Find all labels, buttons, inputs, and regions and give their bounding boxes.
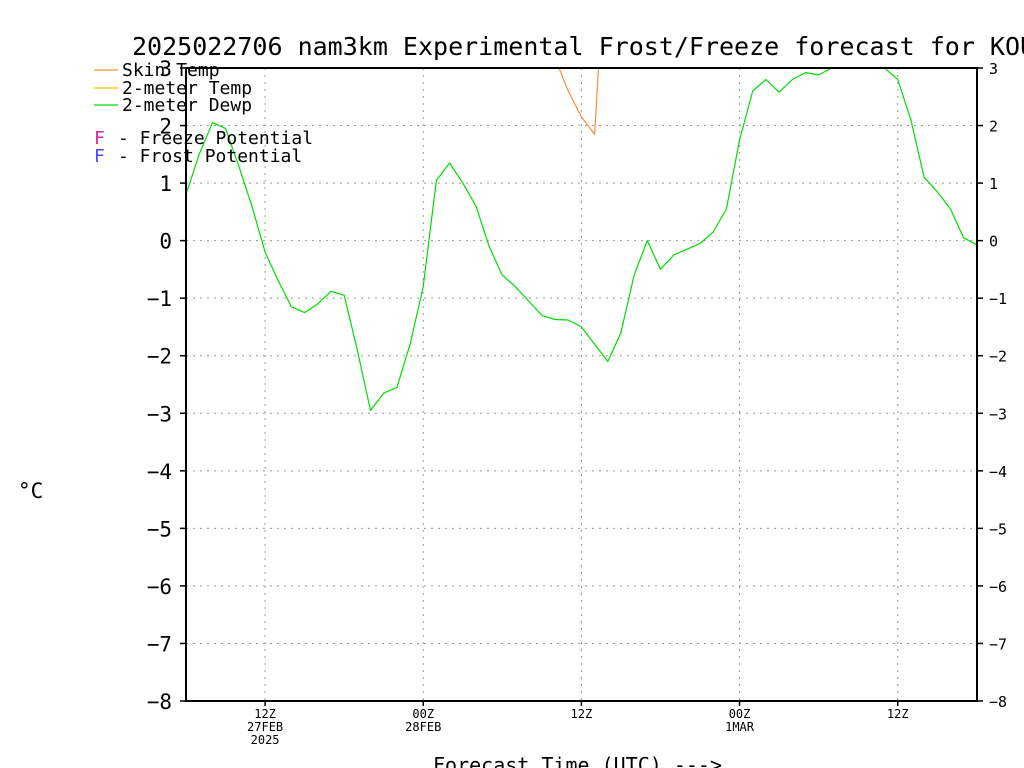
y-axis-unit-label: °C — [18, 479, 43, 503]
legend-frost-marker: F — [94, 146, 105, 167]
x-tick-label: 12Z — [571, 707, 593, 721]
series-lines — [186, 68, 977, 411]
y-tick-label-right: −8 — [989, 693, 1007, 711]
legend-label-skin-temp: Skin Temp — [122, 60, 220, 81]
y-tick-label-left: −7 — [147, 632, 172, 656]
y-tick-label-left: 0 — [159, 230, 172, 254]
x-tick-label: 28FEB — [405, 720, 441, 734]
y-tick-label-right: 1 — [989, 175, 998, 193]
x-tick-label: 12Z — [887, 707, 909, 721]
y-tick-label-left: −5 — [147, 517, 172, 541]
series-group — [186, 68, 977, 411]
y-tick-label-right: −3 — [989, 405, 1007, 423]
y-tick-label-left: −6 — [147, 575, 172, 599]
grid-lines — [186, 68, 977, 701]
y-tick-label-left: −8 — [147, 690, 172, 714]
x-tick-label: 1MAR — [725, 720, 755, 734]
y-tick-label-left: −1 — [147, 287, 172, 311]
y-tick-label-left: 3 — [159, 57, 172, 81]
y-tick-label-right: −4 — [989, 463, 1007, 481]
y-tick-label-left: 1 — [159, 172, 172, 196]
x-tick-label: 00Z — [729, 707, 751, 721]
y-tick-label-left: 2 — [159, 115, 172, 139]
x-tick-label: 00Z — [412, 707, 434, 721]
legend: Skin Temp 2-meter Temp 2-meter Dewp F - … — [94, 60, 313, 167]
y-tick-label-right: 3 — [989, 60, 998, 78]
series-line-skin-temp — [558, 68, 600, 135]
x-tick-label: 12Z — [254, 707, 276, 721]
y-axis-left: −8 −7 −6 −5 −4 −3 −2 −1 0 1 2 3 — [147, 57, 186, 714]
x-axis-label: Forecast Time (UTC) ---> — [433, 753, 722, 768]
legend-freeze-label: - Freeze Potential — [118, 128, 313, 149]
y-tick-label-left: −3 — [147, 402, 172, 426]
y-tick-label-left: −2 — [147, 345, 172, 369]
y-tick-label-right: −5 — [989, 520, 1007, 538]
legend-label-2m-temp: 2-meter Temp — [122, 78, 252, 99]
series-line-2-meter-dewp — [186, 68, 977, 411]
y-tick-label-left: −4 — [147, 460, 172, 484]
y-tick-label-right: −7 — [989, 635, 1007, 653]
y-axis-right: −8 −7 −6 −5 −4 −3 −2 −1 0 1 2 3 — [977, 60, 1007, 711]
y-tick-label-right: −6 — [989, 578, 1007, 596]
y-tick-label-right: 0 — [989, 233, 998, 251]
y-tick-label-right: −2 — [989, 348, 1007, 366]
chart-title: 2025022706 nam3km Experimental Frost/Fre… — [132, 32, 1024, 61]
y-tick-label-right: 2 — [989, 118, 998, 136]
legend-freeze-marker: F — [94, 128, 105, 149]
y-tick-label-right: −1 — [989, 290, 1007, 308]
x-tick-label: 27FEB — [247, 720, 283, 734]
legend-frost-label: - Frost Potential — [118, 146, 302, 167]
legend-label-2m-dewp: 2-meter Dewp — [122, 95, 252, 116]
x-tick-label: 2025 — [251, 733, 280, 747]
